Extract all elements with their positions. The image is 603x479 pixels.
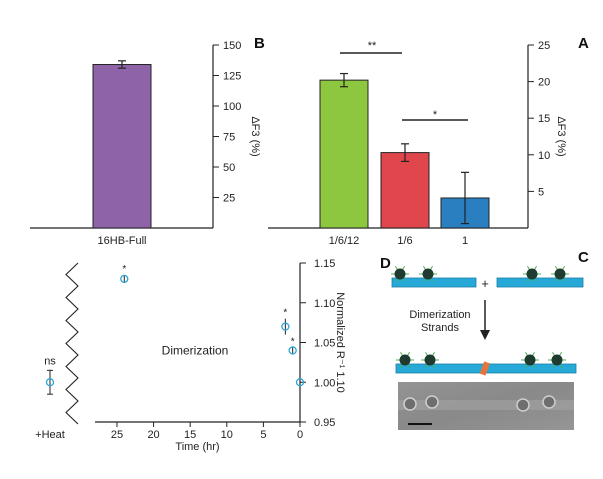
b-y-tick-label: 100 bbox=[223, 101, 241, 113]
panel-d-scatter-chart: 0.95 1.00 1.05 1.10 1.15 0 5 10 15 20 25 Time (hr) N… bbox=[35, 258, 346, 453]
dimer-link bbox=[479, 361, 490, 376]
a-sig-label: * bbox=[433, 109, 438, 121]
monomer-strands bbox=[391, 265, 584, 288]
nucleosome bbox=[551, 354, 563, 366]
d-x-tick-label: 15 bbox=[184, 429, 196, 441]
panel-label-a: A bbox=[578, 35, 589, 52]
d-axis-break bbox=[65, 262, 79, 425]
d-y-tick-label: 1.00 bbox=[314, 377, 335, 389]
a-y-tick-label: 25 bbox=[538, 40, 550, 52]
a-y-axis-label: ΔF3 (%) bbox=[555, 116, 567, 156]
d-y-tick-label: 1.15 bbox=[314, 258, 335, 270]
monomer-strand-right bbox=[496, 265, 584, 288]
d-point-sig: * bbox=[122, 264, 126, 275]
strand-rod bbox=[391, 277, 477, 288]
nucleosome bbox=[399, 354, 411, 366]
panel-label-c: C bbox=[578, 249, 589, 266]
a-category-label: 1/6/12 bbox=[329, 235, 360, 247]
down-arrow-head bbox=[480, 330, 490, 340]
d-x-tick-label: 0 bbox=[297, 429, 303, 441]
d-point-sig: * bbox=[283, 308, 287, 319]
nucleosome bbox=[394, 268, 406, 280]
arrow-label-line2: Strands bbox=[421, 322, 459, 334]
b-y-tick-label: 125 bbox=[223, 71, 241, 83]
b-bar bbox=[92, 64, 152, 229]
panel-label-b: B bbox=[254, 35, 265, 52]
d-x-tick-label: 10 bbox=[221, 429, 233, 441]
d-x-tick-label: 20 bbox=[147, 429, 159, 441]
panel-c-schematic: + Dimerization Strands bbox=[391, 265, 584, 430]
b-y-tick-label: 150 bbox=[223, 40, 241, 52]
d-y-tick-label: 0.95 bbox=[314, 417, 335, 429]
nucleosome bbox=[424, 354, 436, 366]
d-point-sig: * bbox=[291, 336, 295, 347]
nucleosome bbox=[422, 268, 434, 280]
nucleosome bbox=[554, 268, 566, 280]
panel-label-d: D bbox=[380, 255, 391, 272]
b-category-label: 16HB-Full bbox=[98, 235, 147, 247]
d-inner-label: Dimerization bbox=[162, 343, 229, 357]
d-heat-sig: ns bbox=[44, 355, 56, 367]
nucleosome bbox=[526, 268, 538, 280]
a-y-tick-label: 20 bbox=[538, 77, 550, 89]
d-y-tick-label: 1.10 bbox=[314, 298, 335, 310]
a-y-tick-label: 10 bbox=[538, 150, 550, 162]
strand-rod bbox=[496, 277, 584, 288]
b-y-axis-label: ΔF3 (%) bbox=[249, 116, 261, 156]
nucleosome bbox=[524, 354, 536, 366]
d-heat-label: +Heat bbox=[35, 429, 65, 441]
d-x-tick-label: 5 bbox=[260, 429, 266, 441]
b-y-tick-label: 25 bbox=[223, 193, 235, 205]
a-y-tick-label: 5 bbox=[538, 186, 544, 198]
a-bar bbox=[319, 79, 369, 229]
monomer-strand-left bbox=[391, 265, 477, 288]
a-category-label: 1/6 bbox=[397, 235, 412, 247]
d-heat-point bbox=[45, 378, 55, 387]
d-data-point bbox=[295, 378, 305, 387]
tem-micrograph bbox=[398, 382, 574, 430]
d-x-tick-label: 25 bbox=[111, 429, 123, 441]
d-data-point bbox=[120, 274, 129, 284]
a-bar bbox=[380, 152, 430, 229]
b-y-tick-label: 50 bbox=[223, 162, 235, 174]
a-sig-label: ** bbox=[368, 40, 377, 52]
a-y-tick-label: 15 bbox=[538, 113, 550, 125]
arrow-label-line1: Dimerization bbox=[409, 309, 470, 321]
panel-b-bar-chart: 25 50 75 100 125 150 ΔF3 (%) 16HB-Full bbox=[30, 40, 261, 247]
d-y-axis-label: Normalized R⁻¹ 1.10 bbox=[334, 292, 346, 393]
dimer-strand bbox=[395, 351, 577, 376]
plus-sign: + bbox=[481, 276, 489, 291]
b-y-tick-label: 75 bbox=[223, 132, 235, 144]
d-data-point bbox=[281, 322, 290, 331]
d-y-tick-label: 1.05 bbox=[314, 338, 335, 350]
a-category-label: 1 bbox=[462, 235, 468, 247]
d-x-axis-label: Time (hr) bbox=[175, 441, 219, 453]
d-data-point bbox=[288, 346, 297, 355]
